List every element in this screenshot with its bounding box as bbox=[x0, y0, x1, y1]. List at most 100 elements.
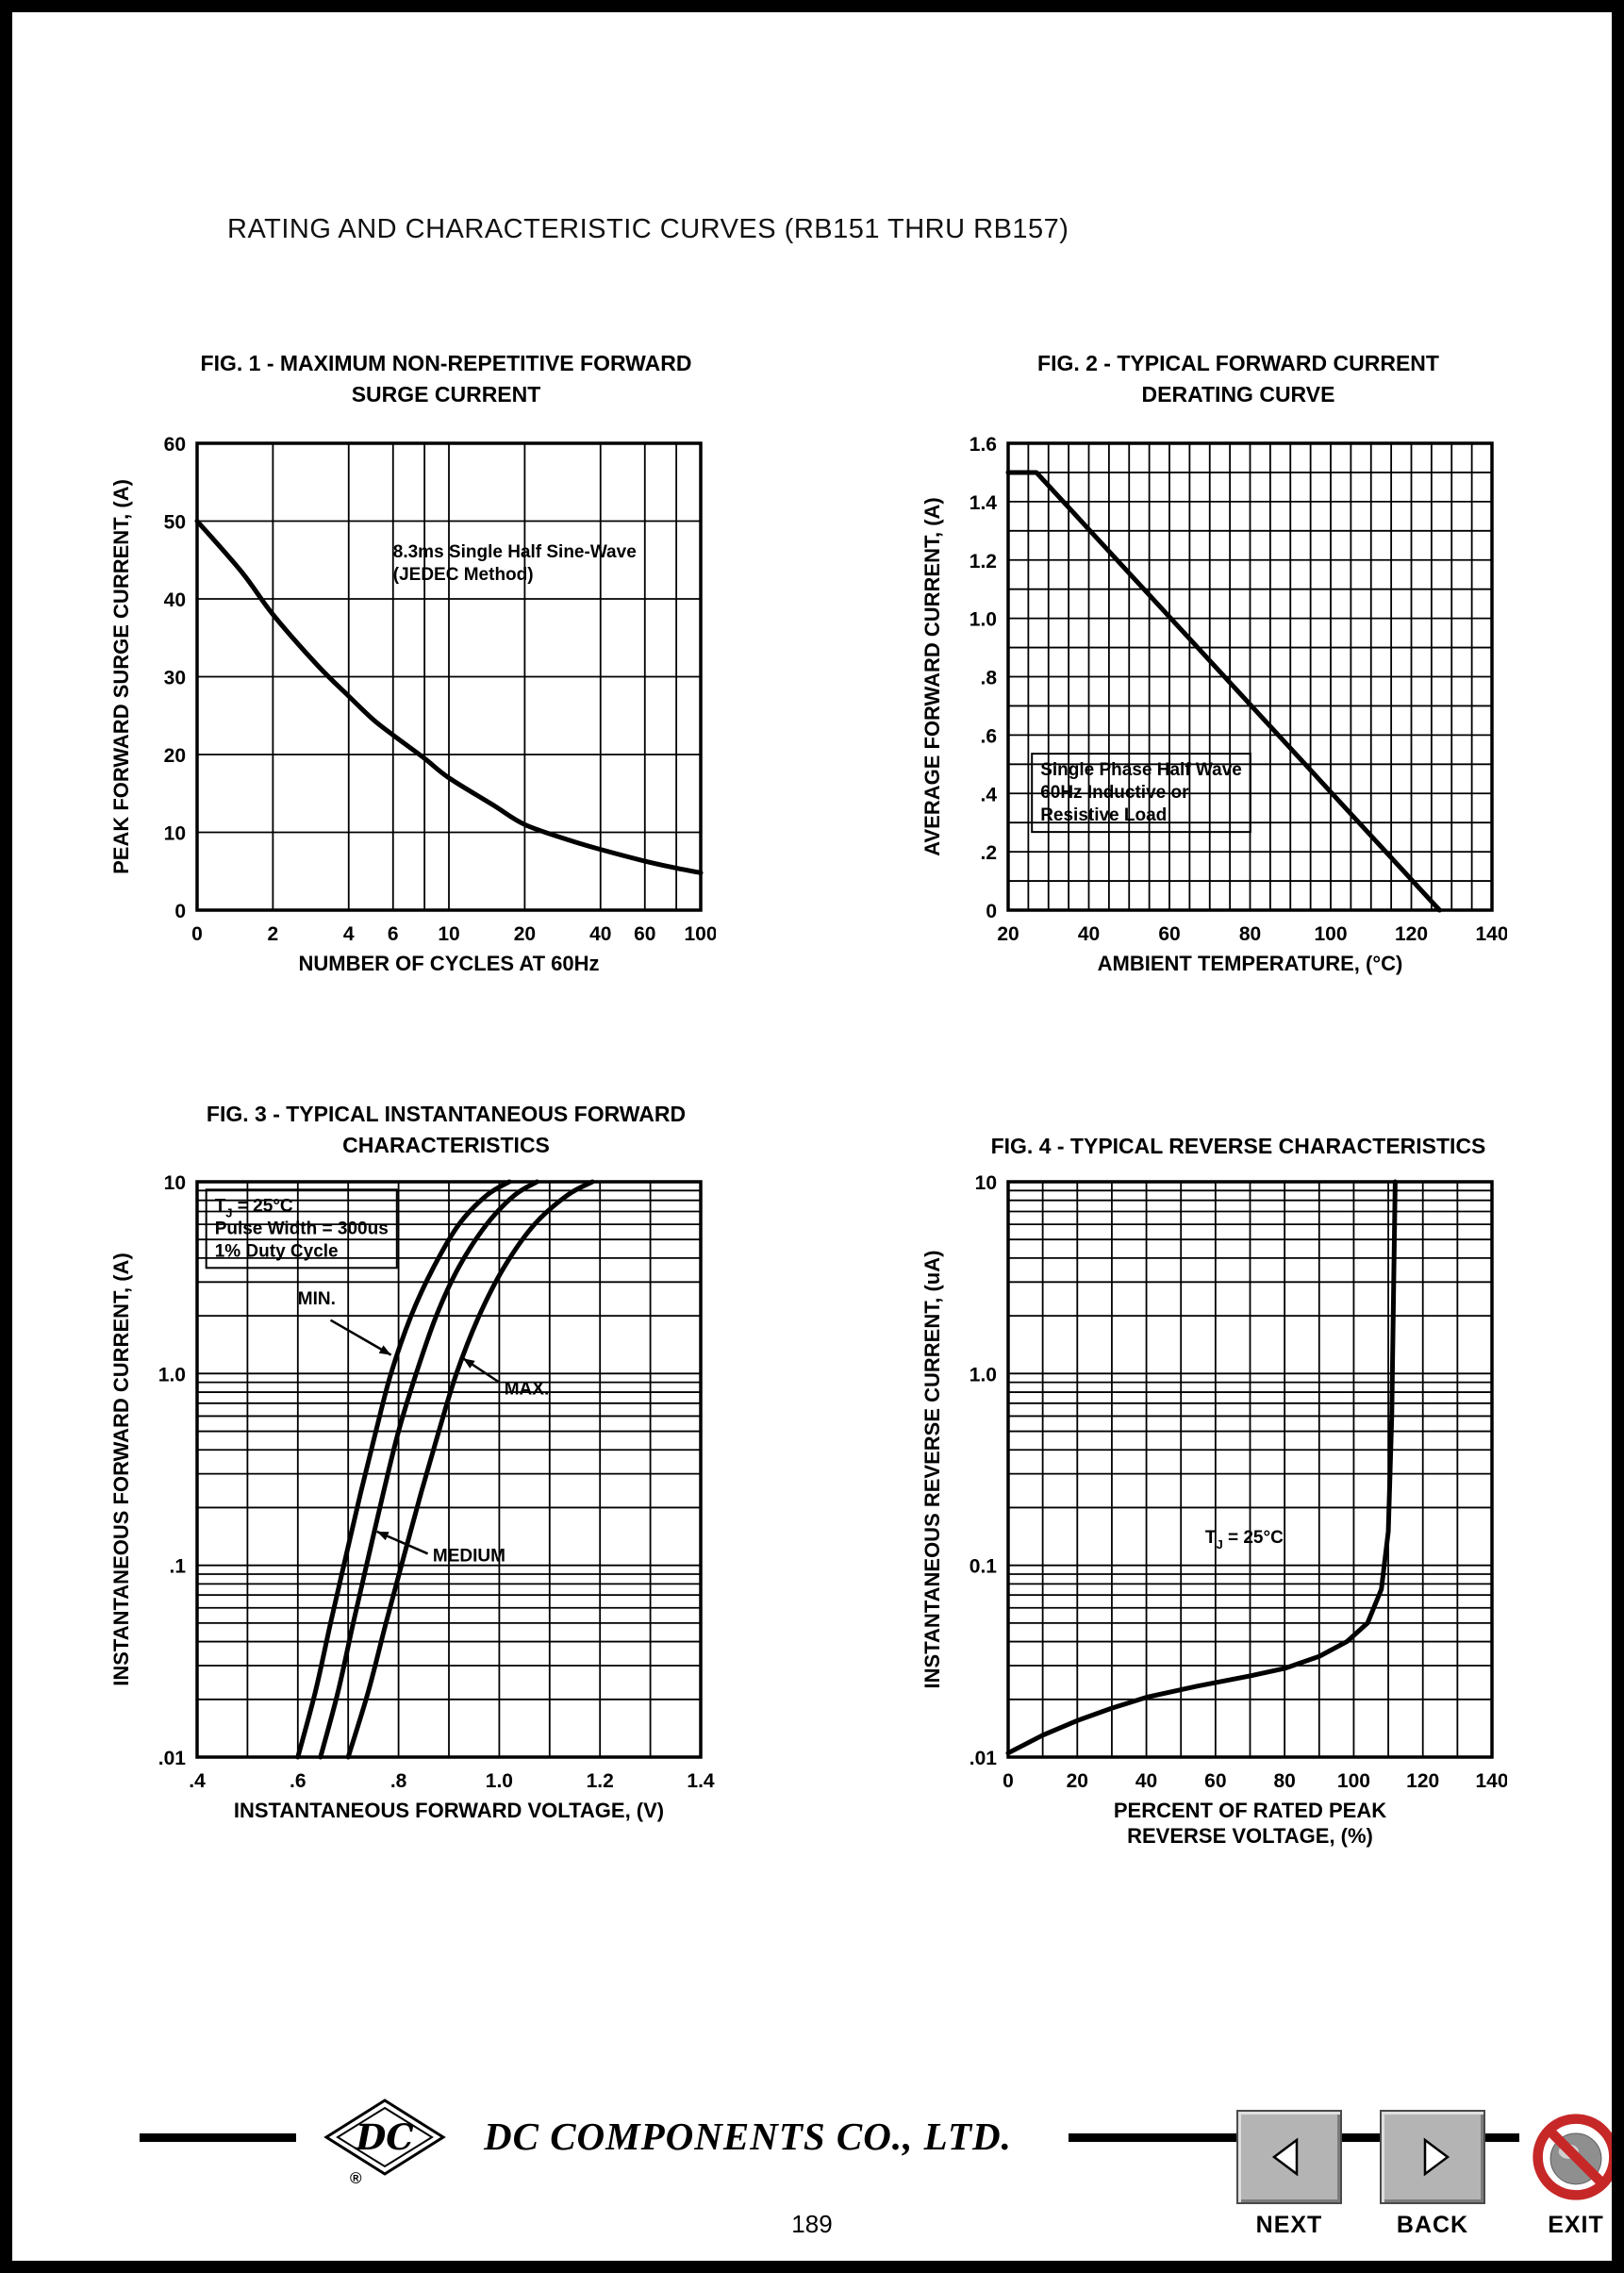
fig4-chart: 0 20 40 60 80 100 120 140 10 1.0 0.1 .01 PERCENT OF … bbox=[919, 1168, 1509, 1880]
svg-text:INSTANTANEOUS FORWARD VOLTAGE,: INSTANTANEOUS FORWARD VOLTAGE, (V) bbox=[234, 1799, 664, 1822]
right-triangle-icon bbox=[1423, 2137, 1450, 2177]
nav-next: NEXT bbox=[1236, 2110, 1342, 2239]
svg-text:TJ = 25°C: TJ = 25°C bbox=[1205, 1528, 1284, 1551]
svg-text:0: 0 bbox=[1003, 1770, 1014, 1792]
svg-text:Resistive Load: Resistive Load bbox=[1040, 805, 1167, 825]
fig3-series bbox=[295, 1179, 595, 1760]
svg-text:NUMBER OF CYCLES AT 60Hz: NUMBER OF CYCLES AT 60Hz bbox=[298, 952, 599, 975]
left-triangle-icon bbox=[1271, 2137, 1299, 2177]
svg-text:40: 40 bbox=[589, 923, 611, 945]
svg-text:1.0: 1.0 bbox=[969, 609, 997, 631]
svg-text:.8: .8 bbox=[390, 1770, 407, 1792]
svg-text:1% Duty Cycle: 1% Duty Cycle bbox=[215, 1241, 339, 1261]
next-button[interactable] bbox=[1236, 2110, 1342, 2204]
fig3-title: FIG. 3 - TYPICAL INSTANTANEOUS FORWARD C… bbox=[135, 1099, 757, 1160]
svg-text:80: 80 bbox=[1239, 923, 1261, 945]
svg-text:INSTANTANEOUS FORWARD CURRENT,: INSTANTANEOUS FORWARD CURRENT, (A) bbox=[109, 1253, 133, 1686]
fig1-title: FIG. 1 - MAXIMUM NON-REPETITIVE FORWARD … bbox=[135, 348, 757, 409]
svg-text:140: 140 bbox=[1475, 923, 1507, 945]
svg-text:AVERAGE FORWARD CURRENT, (A): AVERAGE FORWARD CURRENT, (A) bbox=[920, 497, 944, 856]
svg-text:.01: .01 bbox=[158, 1748, 187, 1769]
fig4-grid bbox=[1008, 1182, 1492, 1757]
fig4-title-line1: FIG. 4 - TYPICAL REVERSE CHARACTERISTICS bbox=[990, 1134, 1486, 1158]
svg-text:0.1: 0.1 bbox=[969, 1556, 998, 1578]
svg-text:.6: .6 bbox=[980, 725, 997, 747]
dc-logo: DC ® bbox=[323, 2098, 446, 2187]
svg-text:0: 0 bbox=[191, 923, 203, 945]
svg-text:AMBIENT TEMPERATURE, (°C): AMBIENT TEMPERATURE, (°C) bbox=[1098, 952, 1403, 975]
svg-text:50: 50 bbox=[164, 512, 186, 534]
fig3-title-line2: CHARACTERISTICS bbox=[342, 1132, 550, 1157]
fig3-chart: .4 .6 .8 1.0 1.2 1.4 10 1.0 .1 .01 INSTANTANEOUS F… bbox=[108, 1168, 716, 1851]
svg-text:10: 10 bbox=[975, 1172, 997, 1194]
svg-text:20: 20 bbox=[514, 923, 536, 945]
svg-text:1.4: 1.4 bbox=[687, 1770, 715, 1792]
svg-text:20: 20 bbox=[1067, 1770, 1088, 1792]
svg-text:.4: .4 bbox=[189, 1770, 206, 1792]
registered-mark: ® bbox=[350, 2169, 362, 2187]
svg-text:10: 10 bbox=[164, 823, 186, 845]
fig1-series bbox=[194, 519, 704, 875]
svg-text:40: 40 bbox=[1078, 923, 1100, 945]
svg-text:120: 120 bbox=[1406, 1770, 1439, 1792]
svg-text:4: 4 bbox=[343, 923, 355, 945]
svg-text:(JEDEC Method): (JEDEC Method) bbox=[393, 565, 534, 585]
svg-text:MAX.: MAX. bbox=[505, 1379, 550, 1399]
back-label: BACK bbox=[1396, 2212, 1469, 2238]
svg-text:Pulse Width = 300us: Pulse Width = 300us bbox=[215, 1219, 389, 1238]
footer-rule-left bbox=[140, 2133, 296, 2142]
fig4-plot: 0 20 40 60 80 100 120 140 10 1.0 0.1 .01 PERCENT OF … bbox=[920, 1172, 1509, 1848]
svg-text:.01: .01 bbox=[969, 1748, 998, 1769]
svg-text:20: 20 bbox=[164, 745, 186, 767]
svg-text:60: 60 bbox=[164, 434, 186, 456]
svg-text:0: 0 bbox=[174, 901, 186, 922]
svg-text:1.0: 1.0 bbox=[969, 1364, 997, 1385]
next-label: NEXT bbox=[1255, 2212, 1323, 2238]
svg-text:60Hz Inductive or: 60Hz Inductive or bbox=[1040, 783, 1189, 803]
fig1-chart: 0 2 4 6 10 20 40 60 100 0 10 20 30 40 50 60 NUMBER OF CY… bbox=[108, 429, 718, 1000]
fig1-title-line2: SURGE CURRENT bbox=[351, 381, 541, 406]
svg-text:1.2: 1.2 bbox=[969, 551, 997, 572]
dc-diamond-icon: DC bbox=[323, 2099, 446, 2176]
svg-text:1.6: 1.6 bbox=[969, 434, 997, 456]
svg-text:MIN.: MIN. bbox=[298, 1289, 336, 1309]
svg-text:REVERSE VOLTAGE, (%): REVERSE VOLTAGE, (%) bbox=[1127, 1824, 1373, 1848]
back-button[interactable] bbox=[1380, 2110, 1485, 2204]
fig2-grid bbox=[1008, 443, 1492, 910]
fig1-plot: 0 2 4 6 10 20 40 60 100 0 10 20 30 40 50 60 NUMBER OF CY… bbox=[109, 434, 718, 975]
fig3-grid bbox=[197, 1182, 701, 1757]
svg-text:100: 100 bbox=[684, 923, 716, 945]
svg-text:.4: .4 bbox=[980, 784, 997, 805]
exit-button[interactable] bbox=[1523, 2110, 1612, 2204]
svg-text:.1: .1 bbox=[169, 1556, 186, 1578]
fig1-title-line1: FIG. 1 - MAXIMUM NON-REPETITIVE FORWARD bbox=[200, 351, 692, 375]
svg-text:PEAK FORWARD SURGE CURRENT, (A: PEAK FORWARD SURGE CURRENT, (A) bbox=[109, 479, 133, 874]
svg-text:100: 100 bbox=[1314, 923, 1347, 945]
svg-text:6: 6 bbox=[388, 923, 399, 945]
fig2-plot: 20 40 60 80 100 120 140 0 .2 .4 .6 .8 1.0 1.2 1.4 1.6 AM… bbox=[920, 434, 1509, 975]
svg-text:60: 60 bbox=[1204, 1770, 1226, 1792]
fig2-title-line1: FIG. 2 - TYPICAL FORWARD CURRENT bbox=[1037, 351, 1439, 375]
fig1-grid bbox=[197, 443, 701, 910]
svg-text:.8: .8 bbox=[980, 668, 997, 689]
svg-text:20: 20 bbox=[997, 923, 1019, 945]
logo-monogram: DC bbox=[355, 2116, 414, 2158]
svg-text:.6: .6 bbox=[290, 1770, 307, 1792]
fig2-series bbox=[1005, 470, 1442, 913]
svg-text:PERCENT OF RATED PEAK: PERCENT OF RATED PEAK bbox=[1114, 1799, 1386, 1822]
fig4-note: TJ = 25°C bbox=[1205, 1528, 1284, 1551]
svg-text:.2: .2 bbox=[980, 842, 997, 864]
svg-text:TJ = 25°C: TJ = 25°C bbox=[215, 1196, 293, 1219]
svg-text:60: 60 bbox=[634, 923, 655, 945]
svg-text:100: 100 bbox=[1337, 1770, 1370, 1792]
svg-text:Single Phase Half Wave: Single Phase Half Wave bbox=[1040, 760, 1242, 780]
fig2-chart: 20 40 60 80 100 120 140 0 .2 .4 .6 .8 1.0 1.2 1.4 1.6 AM… bbox=[919, 429, 1509, 1000]
fig2-title: FIG. 2 - TYPICAL FORWARD CURRENT DERATIN… bbox=[946, 348, 1531, 409]
svg-text:30: 30 bbox=[164, 668, 186, 689]
fig2-title-line2: DERATING CURVE bbox=[1141, 381, 1335, 406]
no-entry-icon bbox=[1533, 2114, 1612, 2200]
fig4-series bbox=[1005, 1179, 1398, 1756]
nav-back: BACK bbox=[1380, 2110, 1485, 2239]
fig3-title-line1: FIG. 3 - TYPICAL INSTANTANEOUS FORWARD bbox=[206, 1102, 687, 1126]
